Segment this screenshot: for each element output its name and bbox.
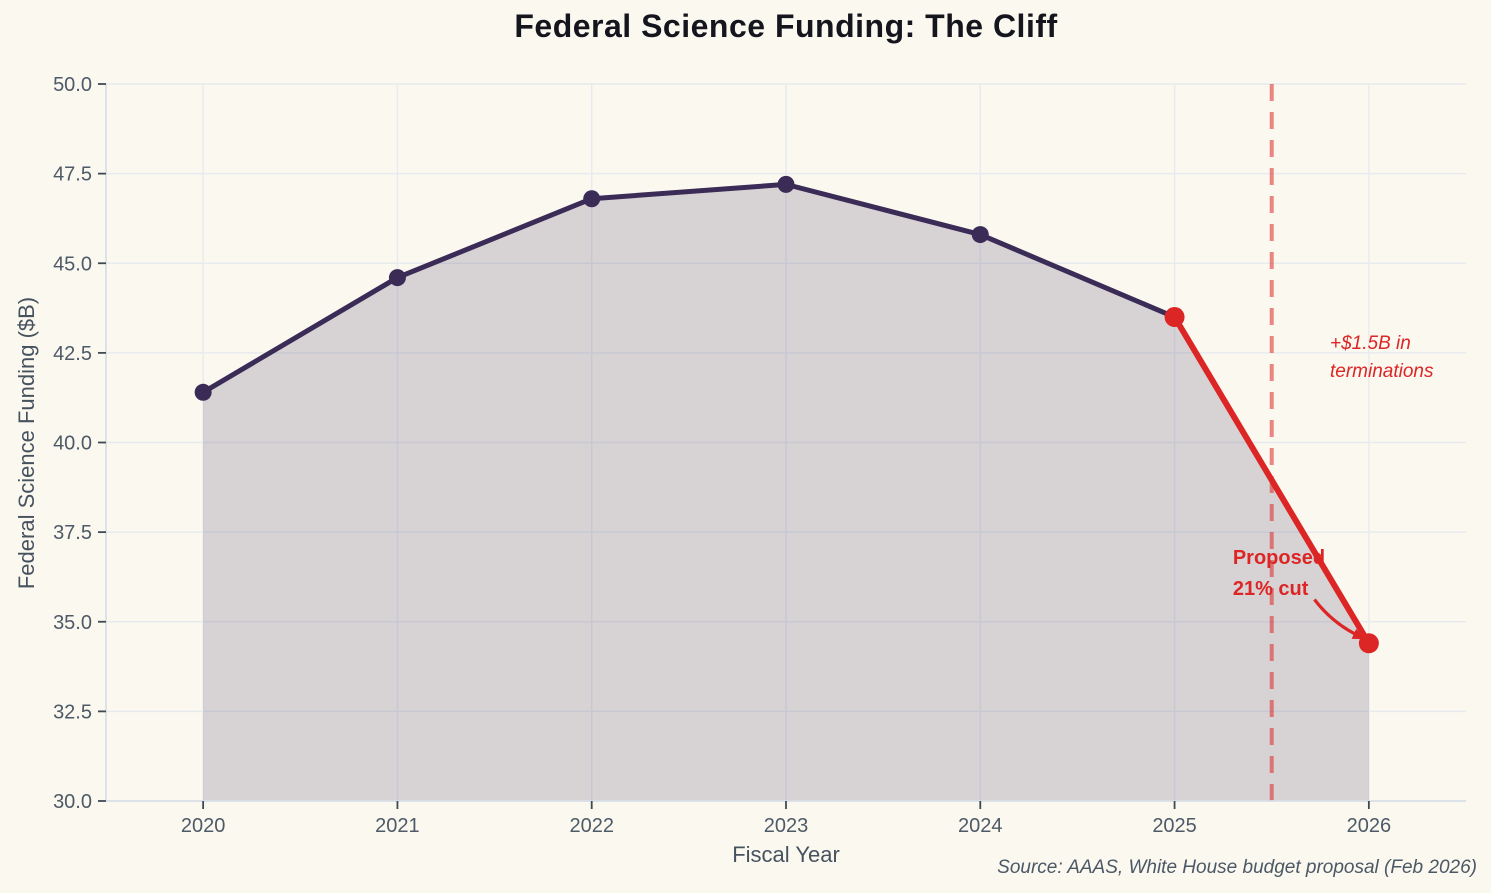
- y-tick-label: 45.0: [53, 253, 92, 275]
- data-point-2023: [777, 175, 795, 193]
- y-tick-label: 35.0: [53, 612, 92, 634]
- proposed-funding-line: [1171, 314, 1372, 647]
- x-tick-label: 2021: [375, 815, 420, 837]
- y-tick-label: 47.5: [53, 164, 92, 186]
- y-tick-label: 32.5: [53, 701, 92, 723]
- y-axis-label: Federal Science Funding ($B): [14, 296, 39, 590]
- y-tick-label: 50.0: [53, 74, 92, 96]
- x-tick-label: 2020: [181, 815, 226, 837]
- area-fill: [203, 184, 1369, 801]
- data-point-2022: [583, 190, 601, 208]
- annotation-arrowhead: [1351, 628, 1366, 640]
- data-point-2025: [1164, 307, 1185, 328]
- actual-funding-line: [200, 181, 1178, 395]
- y-tick-label: 37.5: [53, 522, 92, 544]
- source-note: Source: AAAS, White House budget proposa…: [997, 857, 1477, 878]
- data-point-2021: [388, 269, 406, 287]
- x-tick-label: 2025: [1152, 815, 1197, 837]
- chart-title: Federal Science Funding: The Cliff: [514, 8, 1058, 44]
- x-tick-label: 2022: [569, 815, 614, 837]
- data-point-2024: [971, 226, 989, 244]
- x-tick-label: 2023: [764, 815, 809, 837]
- data-point-2020: [194, 383, 212, 401]
- annotation-terminations: +$1.5B in terminations: [1330, 332, 1434, 383]
- y-tick-label: 42.5: [53, 343, 92, 365]
- x-tick-label: 2024: [958, 815, 1003, 837]
- x-axis-label: Fiscal Year: [732, 842, 840, 867]
- y-tick-label: 40.0: [53, 433, 92, 455]
- x-tick-label: 2026: [1347, 815, 1392, 837]
- y-tick-label: 30.0: [53, 791, 92, 813]
- annotation-proposed-cut: Proposed 21% cut: [1232, 546, 1326, 600]
